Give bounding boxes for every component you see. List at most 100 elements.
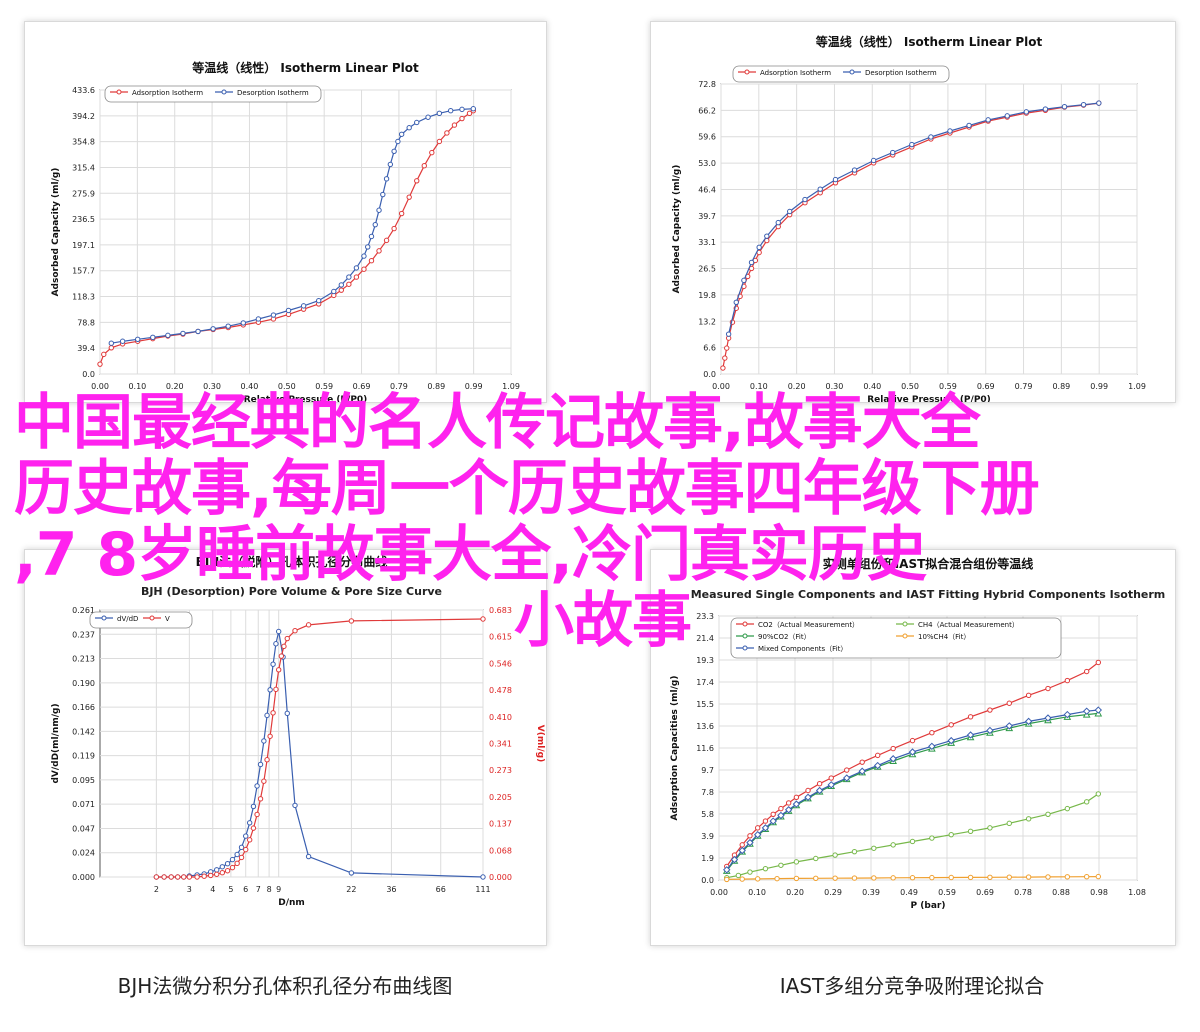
data-point [762, 865, 769, 872]
data-point [246, 820, 253, 826]
data-point [246, 837, 253, 843]
series-1 [725, 100, 1102, 337]
x-axis-label: P (bar) [911, 901, 946, 911]
y-tick-label: 39.7 [698, 212, 716, 221]
data-point [739, 842, 745, 848]
data-point [264, 757, 270, 763]
y-tick-label: 33.1 [698, 238, 716, 247]
x-tick-label: 0.20 [786, 888, 804, 897]
legend-entry: V [165, 615, 170, 623]
x-tick-label: 3 [187, 885, 192, 894]
data-point [270, 710, 276, 716]
data-point [928, 742, 936, 751]
y-tick-label: 0.142 [72, 727, 95, 736]
y-right-tick-label: 0.683 [489, 606, 512, 615]
legend-entry: Mixed Components（Fit） [758, 645, 847, 653]
data-point [97, 361, 103, 367]
caption-iast: IAST多组分竞争吸附理论拟合 [779, 974, 1045, 998]
y-tick-label: 11.6 [696, 744, 714, 753]
data-point [1095, 659, 1101, 666]
data-point [1044, 714, 1052, 722]
y-tick-label: 39.4 [77, 344, 95, 353]
data-point [229, 864, 236, 871]
series-line [726, 709, 1099, 871]
x-tick-label: 0.00 [712, 382, 730, 391]
data-point [909, 737, 916, 744]
y-tick-label: 0.261 [72, 606, 95, 615]
y-tick-label: 433.6 [72, 86, 95, 95]
bjh-pore-volume-plot: BJH法（脱附）孔体积孔径分布曲线 BJH (Desorption) Pore V… [51, 554, 545, 908]
x-tick-label: 0.79 [390, 382, 408, 391]
data-point [832, 176, 839, 183]
x-tick-label: 6 [243, 885, 248, 894]
y-tick-label: 13.2 [698, 317, 716, 326]
y-tick-label: 21.4 [696, 634, 714, 643]
series-4 [723, 706, 1103, 874]
data-point [929, 835, 935, 841]
data-point [119, 338, 126, 344]
legend-entry: Desorption Isotherm [237, 89, 309, 97]
data-point [257, 796, 264, 802]
y-tick-label: 9.7 [701, 766, 714, 775]
data-point [398, 210, 405, 217]
data-point [273, 641, 279, 647]
data-point [739, 876, 745, 882]
data-point [278, 653, 285, 659]
data-point [284, 710, 290, 717]
data-point [832, 852, 838, 858]
data-point [792, 800, 801, 808]
y-tick-label: 3.9 [701, 832, 714, 841]
data-point [967, 714, 974, 720]
data-point [890, 745, 896, 752]
legend-box [730, 617, 1062, 659]
y-tick-label: 59.6 [698, 133, 716, 142]
data-point [353, 274, 360, 280]
y-tick-label: 0.000 [72, 873, 95, 882]
data-point [406, 194, 412, 200]
y-tick-label: 0.071 [72, 800, 95, 809]
y-tick-label: 46.4 [698, 185, 716, 194]
y-right-axis-label: V(ml/g) [535, 725, 545, 762]
y-tick-label: 0.0 [82, 370, 95, 379]
y-axis-label: Adsorbed Capacity (ml/g) [672, 165, 682, 294]
data-point [1005, 722, 1013, 730]
data-point [180, 330, 186, 337]
series-0 [724, 659, 1101, 870]
data-point [368, 233, 375, 240]
data-point [331, 288, 337, 295]
data-point [851, 848, 858, 855]
data-point [755, 825, 761, 831]
data-point [725, 331, 732, 337]
data-point [816, 780, 823, 787]
overlay-line-4: 小故事 [514, 586, 692, 656]
data-point [873, 761, 882, 770]
series-line [726, 793, 1099, 879]
legend-box [732, 65, 950, 83]
data-point [338, 282, 345, 288]
x-tick-label: 0.69 [353, 382, 371, 391]
y-tick-label: 19.3 [696, 656, 714, 665]
y-tick-label: 157.7 [72, 267, 95, 276]
x-tick-label: 0.50 [278, 382, 296, 391]
data-point [238, 844, 245, 851]
data-point [346, 274, 352, 280]
data-point [746, 838, 754, 847]
data-point [793, 794, 800, 800]
data-point [1094, 706, 1103, 714]
legend-entry: CO2（Actual Measurement） [758, 621, 859, 629]
data-point [292, 802, 298, 809]
data-point [947, 128, 953, 134]
x-tick-label: 0.69 [977, 382, 995, 391]
x-tick-label: 0.40 [241, 382, 259, 391]
legend-entry: 10%CH4（Fit） [918, 633, 970, 641]
data-point [817, 186, 823, 192]
data-point [250, 825, 257, 831]
y-tick-label: 0.237 [72, 630, 95, 639]
isotherm-linear-plot-b: 等温线（线性） Isotherm Linear Plot吸附吸附等温线0.06.… [672, 34, 1146, 402]
data-point [967, 828, 974, 834]
x-tick-label: 66 [436, 885, 446, 894]
data-point [785, 800, 792, 806]
data-point [1064, 874, 1071, 880]
data-point [214, 867, 220, 873]
x-axis-label: Relative Pressure (P/P0) [244, 395, 368, 402]
